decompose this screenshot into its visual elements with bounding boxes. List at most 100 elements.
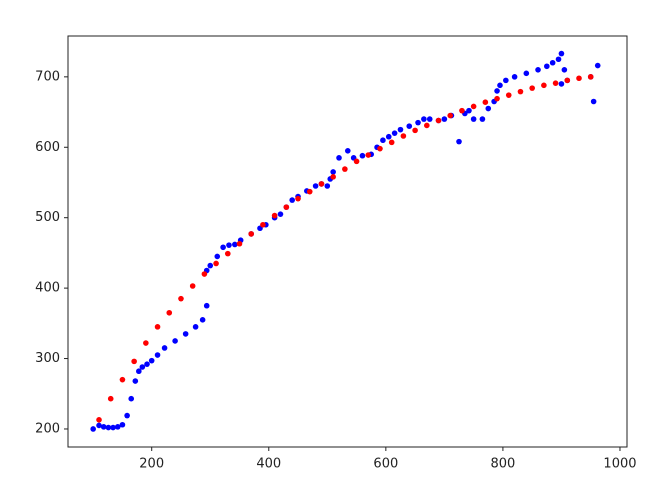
point	[136, 368, 142, 375]
point	[330, 169, 336, 175]
point	[214, 253, 221, 260]
y-tick-label: 600	[35, 140, 60, 155]
y-tick-label: 500	[35, 210, 60, 225]
point	[412, 127, 418, 134]
point	[283, 204, 290, 210]
point	[128, 395, 135, 402]
point	[220, 244, 226, 251]
point	[380, 137, 386, 144]
point	[590, 98, 597, 105]
point	[139, 364, 146, 370]
point	[529, 85, 535, 91]
point	[497, 82, 503, 89]
plot-frame	[67, 35, 628, 448]
point	[544, 63, 550, 70]
point	[558, 81, 565, 87]
point	[482, 99, 489, 105]
point	[485, 105, 492, 112]
point	[201, 271, 208, 277]
point	[541, 82, 547, 89]
point	[385, 133, 392, 140]
point	[207, 262, 214, 269]
x-tick-label: 800	[490, 457, 515, 472]
point	[192, 324, 199, 330]
point	[587, 74, 594, 80]
point	[391, 130, 398, 136]
point	[312, 183, 319, 189]
point	[353, 158, 360, 165]
x-tick-label: 600	[373, 457, 398, 472]
point	[549, 59, 556, 66]
x-tick-label: 400	[256, 457, 281, 472]
point	[426, 116, 433, 122]
point	[124, 412, 130, 419]
point	[295, 195, 301, 202]
point	[561, 67, 568, 73]
y-tick-label: 700	[35, 69, 60, 84]
point	[154, 324, 161, 330]
point	[96, 422, 102, 429]
point	[511, 74, 518, 80]
y-tick-label: 300	[35, 351, 60, 366]
point	[441, 116, 448, 122]
point	[594, 62, 601, 69]
point	[535, 67, 541, 73]
point	[114, 424, 121, 430]
point	[199, 317, 206, 323]
point	[248, 231, 255, 237]
point	[397, 126, 404, 133]
point	[517, 88, 524, 95]
point	[400, 133, 407, 139]
point	[466, 107, 472, 114]
point	[166, 309, 173, 316]
point	[494, 88, 500, 94]
point	[377, 145, 383, 152]
y-tick-label: 200	[35, 421, 60, 436]
point	[143, 340, 149, 346]
point	[555, 56, 562, 63]
point	[119, 376, 126, 383]
point	[558, 50, 565, 57]
point	[154, 352, 161, 358]
point	[203, 302, 210, 309]
point	[100, 424, 107, 430]
point	[324, 183, 331, 189]
x-tick-label: 200	[139, 457, 164, 472]
point	[435, 117, 442, 124]
point	[359, 152, 366, 159]
point	[330, 174, 336, 180]
point	[470, 116, 477, 122]
point	[459, 107, 465, 114]
point	[421, 116, 427, 122]
point	[232, 241, 238, 248]
y-tick-label: 400	[35, 281, 60, 296]
point	[90, 426, 96, 432]
point	[144, 361, 150, 367]
point	[318, 181, 325, 187]
point	[365, 152, 372, 158]
point	[342, 166, 348, 172]
point	[564, 77, 571, 84]
point	[415, 119, 421, 126]
point	[226, 242, 232, 248]
point	[131, 358, 137, 365]
point	[178, 295, 184, 302]
point	[344, 147, 351, 154]
point	[224, 250, 231, 257]
x-tick-label: 1000	[603, 457, 636, 472]
point	[172, 338, 178, 344]
point	[336, 155, 342, 161]
point	[110, 424, 116, 431]
point	[119, 421, 126, 428]
point	[260, 221, 266, 228]
point	[503, 77, 509, 84]
point	[576, 75, 582, 82]
point	[479, 116, 486, 122]
point	[456, 138, 462, 145]
point	[505, 92, 512, 98]
point	[271, 212, 278, 219]
point	[388, 139, 395, 146]
point	[107, 395, 114, 402]
point	[424, 122, 430, 129]
